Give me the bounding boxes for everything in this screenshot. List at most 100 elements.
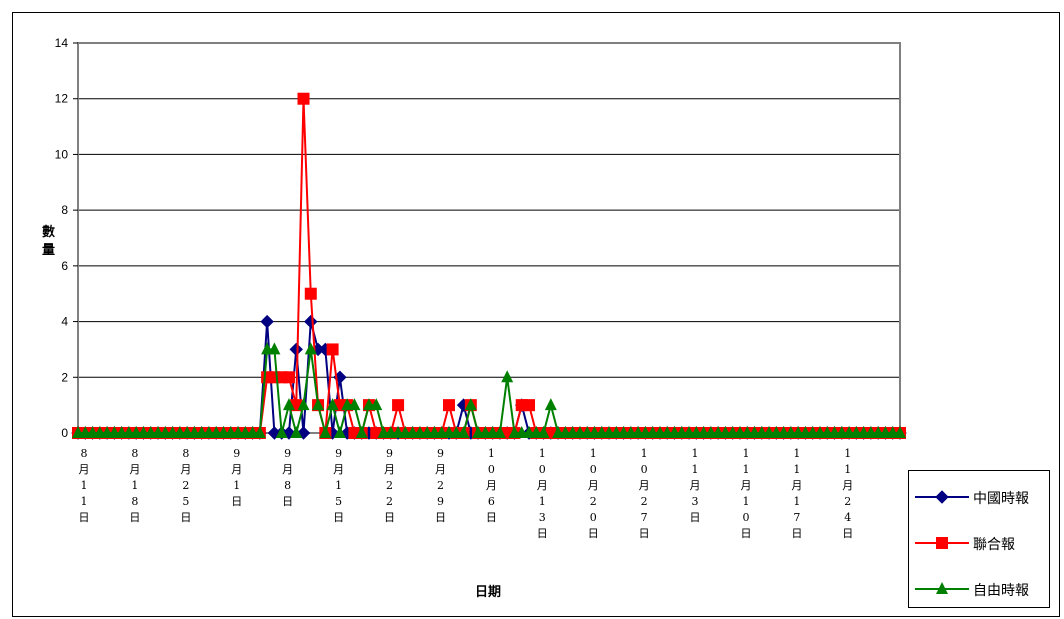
x-tick-glyph: 1 (692, 463, 699, 476)
x-tick-glyph: 9 (437, 495, 444, 508)
x-tick-glyph: 月 (842, 479, 853, 492)
x-tick-glyph: 日 (639, 527, 650, 540)
x-tick-glyph: 月 (129, 463, 140, 476)
legend-label: 聯合報 (973, 537, 1015, 553)
x-tick-glyph: 日 (842, 527, 853, 540)
data-point (464, 398, 477, 411)
x-tick-glyph: 6 (488, 495, 495, 508)
x-tick-glyph: 8 (284, 479, 291, 492)
x-tick-glyph: 1 (793, 463, 800, 476)
x-tick-glyph: 1 (793, 447, 800, 460)
data-point (457, 426, 470, 438)
x-tick-glyph: 0 (488, 463, 495, 476)
series-line (78, 348, 900, 437)
data-point (392, 399, 405, 412)
x-tick-glyph: 日 (333, 511, 344, 524)
legend-marker (936, 582, 948, 594)
x-tick-label: 1 0 月 6 日 (486, 447, 497, 524)
x-tick-glyph: 1 (131, 479, 138, 492)
x-tick-label: 1 1 月 3 日 (690, 447, 701, 524)
legend-item: 聯合報 (909, 532, 1049, 554)
data-point (289, 342, 303, 357)
data-point (544, 398, 557, 411)
legend-swatch (915, 537, 969, 549)
legend-item: 中國時報 (909, 486, 1049, 508)
legend-swatch (915, 582, 969, 594)
data-point (501, 370, 514, 383)
x-tick-glyph: 月 (588, 479, 599, 492)
x-tick-glyph: 1 (539, 447, 546, 460)
x-tick-label: 9 月 1 日 (231, 447, 242, 508)
x-tick-glyph: 1 (590, 447, 597, 460)
x-tick-label: 1 1 月 2 4 日 (842, 447, 853, 540)
data-point (319, 426, 332, 438)
x-tick-glyph: 2 (590, 495, 597, 508)
legend-marker (935, 490, 949, 504)
data-point (370, 398, 383, 411)
x-tick-label: 1 0 月 1 3 日 (537, 447, 548, 540)
x-tick-glyph: 9 (335, 447, 342, 460)
x-tick-glyph: 日 (791, 527, 802, 540)
x-tick-glyph: 月 (180, 463, 191, 476)
x-tick-glyph: 日 (180, 511, 191, 524)
x-tick-label: 8 月 1 8 日 (129, 447, 140, 524)
y-axis-ticks: 0 2 4 6 8 10 12 14 (55, 36, 78, 440)
x-tick-glyph: 1 (81, 479, 88, 492)
x-tick-glyph: 0 (641, 463, 648, 476)
data-point (493, 426, 506, 438)
x-tick-glyph: 2 (844, 495, 851, 508)
data-point (253, 426, 266, 438)
x-tick-glyph: 1 (793, 495, 800, 508)
data-point (304, 287, 317, 300)
x-tick-label: 8 月 2 5 日 (180, 447, 191, 524)
x-tick-glyph: 1 (692, 447, 699, 460)
data-point (442, 399, 455, 412)
x-tick-glyph: 4 (844, 511, 851, 524)
data-point (268, 342, 281, 355)
data-point (894, 426, 906, 438)
data-point (537, 426, 550, 438)
y-tick-label: 14 (55, 36, 69, 50)
x-tick-glyph: 1 (488, 447, 495, 460)
x-tick-glyph: 0 (590, 511, 597, 524)
x-tick-glyph: 月 (486, 479, 497, 492)
x-tick-label: 1 0 月 2 0 日 (588, 447, 599, 540)
x-tick-label: 9 月 2 2 日 (384, 447, 395, 524)
x-tick-glyph: 月 (639, 479, 650, 492)
data-point (523, 399, 536, 412)
y-tick-label: 2 (61, 370, 68, 384)
x-tick-label: 1 1 月 1 0 日 (740, 447, 751, 540)
x-tick-label: 9 月 1 5 日 (333, 447, 344, 524)
legend-label: 自由時報 (973, 583, 1029, 599)
chart-frame (12, 12, 1060, 617)
x-tick-label: 9 月 2 9 日 (435, 447, 446, 524)
x-tick-glyph: 3 (539, 511, 546, 524)
x-tick-glyph: 1 (81, 495, 88, 508)
data-point (275, 426, 288, 438)
x-tick-label: 8 月 1 1 日 (79, 447, 90, 524)
series-group (71, 92, 907, 440)
x-tick-glyph: 月 (791, 479, 802, 492)
x-tick-glyph: 1 (844, 463, 851, 476)
x-tick-label: 1 1 月 1 7 日 (791, 447, 802, 540)
x-tick-glyph: 日 (588, 527, 599, 540)
x-tick-glyph: 8 (131, 495, 138, 508)
data-point (326, 398, 339, 411)
x-tick-glyph: 9 (437, 447, 444, 460)
x-tick-glyph: 8 (131, 447, 138, 460)
data-point (348, 398, 361, 411)
x-tick-glyph: 月 (282, 463, 293, 476)
x-tick-glyph: 1 (233, 479, 240, 492)
x-tick-glyph: 0 (590, 463, 597, 476)
data-point (260, 314, 274, 329)
y-axis-title: 數量 (42, 224, 55, 258)
x-tick-glyph: 月 (333, 463, 344, 476)
x-tick-glyph: 日 (486, 511, 497, 524)
x-tick-glyph: 1 (335, 479, 342, 492)
x-tick-glyph: 1 (539, 495, 546, 508)
x-tick-glyph: 日 (231, 495, 242, 508)
x-tick-glyph: 2 (641, 495, 648, 508)
x-tick-glyph: 7 (793, 511, 800, 524)
x-tick-glyph: 1 (844, 447, 851, 460)
